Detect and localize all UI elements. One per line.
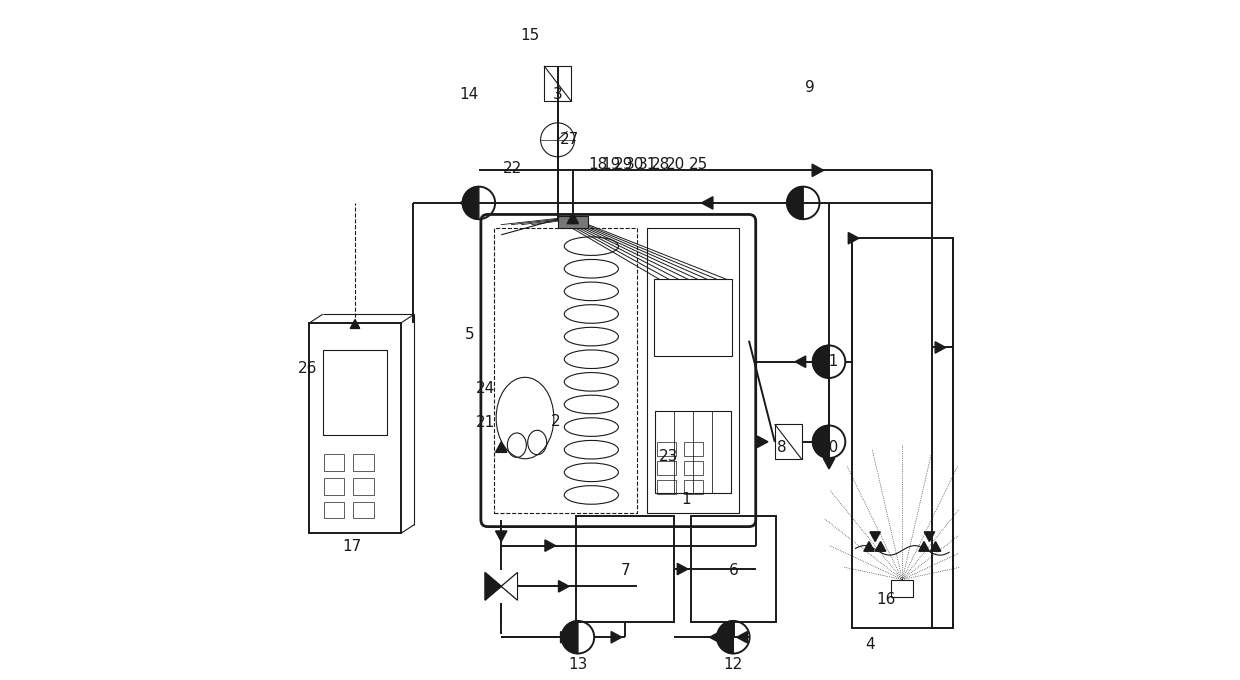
Polygon shape xyxy=(875,541,885,551)
Text: 31: 31 xyxy=(639,157,657,173)
Bar xyxy=(655,411,675,493)
Text: 6: 6 xyxy=(728,563,738,578)
Polygon shape xyxy=(864,541,874,551)
Polygon shape xyxy=(924,532,935,541)
Polygon shape xyxy=(611,632,621,643)
Text: 27: 27 xyxy=(559,133,579,148)
Bar xyxy=(653,279,732,356)
Text: 18: 18 xyxy=(589,157,608,173)
Polygon shape xyxy=(823,458,835,469)
Bar xyxy=(693,411,712,493)
Text: 21: 21 xyxy=(476,415,495,430)
Polygon shape xyxy=(485,573,501,600)
Polygon shape xyxy=(544,540,556,551)
Bar xyxy=(852,238,952,628)
Bar xyxy=(683,481,703,494)
Polygon shape xyxy=(677,563,688,575)
Bar xyxy=(892,579,913,596)
Bar xyxy=(675,411,693,493)
Bar xyxy=(683,443,703,456)
Text: 9: 9 xyxy=(805,80,815,95)
Bar xyxy=(495,228,637,513)
Bar xyxy=(657,443,676,456)
Polygon shape xyxy=(787,186,804,219)
Polygon shape xyxy=(702,197,713,209)
Polygon shape xyxy=(758,436,768,447)
Text: 23: 23 xyxy=(660,449,678,464)
Text: 19: 19 xyxy=(601,157,621,173)
Polygon shape xyxy=(812,164,823,177)
Polygon shape xyxy=(795,356,806,367)
Bar xyxy=(309,323,401,533)
Text: 16: 16 xyxy=(877,592,895,607)
Polygon shape xyxy=(501,573,517,600)
Bar xyxy=(775,424,802,460)
Text: 1: 1 xyxy=(682,492,692,507)
Text: 10: 10 xyxy=(820,440,838,455)
Polygon shape xyxy=(562,621,578,653)
Polygon shape xyxy=(930,541,941,551)
Polygon shape xyxy=(737,632,748,643)
Text: 29: 29 xyxy=(614,157,634,173)
Polygon shape xyxy=(717,621,733,653)
Text: 2: 2 xyxy=(551,414,560,429)
Text: 4: 4 xyxy=(866,636,874,651)
Polygon shape xyxy=(496,442,507,452)
Polygon shape xyxy=(812,345,830,378)
Polygon shape xyxy=(463,186,479,219)
Bar xyxy=(575,516,675,622)
Bar xyxy=(647,228,739,513)
Polygon shape xyxy=(350,320,360,328)
Text: 14: 14 xyxy=(460,87,479,102)
Text: 5: 5 xyxy=(465,327,474,342)
Text: 28: 28 xyxy=(651,157,671,173)
Text: 25: 25 xyxy=(688,157,708,173)
Text: 3: 3 xyxy=(553,87,563,102)
Polygon shape xyxy=(560,632,572,643)
Polygon shape xyxy=(848,233,859,244)
Bar xyxy=(657,462,676,475)
Polygon shape xyxy=(812,426,830,458)
Text: 12: 12 xyxy=(724,657,743,672)
Bar xyxy=(683,462,703,475)
Bar xyxy=(324,502,345,518)
Bar xyxy=(322,350,387,435)
Text: 15: 15 xyxy=(521,29,541,44)
Polygon shape xyxy=(870,532,880,541)
Bar xyxy=(691,516,776,622)
Bar xyxy=(558,216,588,228)
Bar xyxy=(657,481,676,494)
Text: 7: 7 xyxy=(620,563,630,578)
Bar xyxy=(324,478,345,495)
Polygon shape xyxy=(919,541,929,551)
Polygon shape xyxy=(496,531,507,541)
Polygon shape xyxy=(460,197,470,209)
Bar xyxy=(544,66,572,101)
Bar xyxy=(324,454,345,471)
Text: 30: 30 xyxy=(625,157,645,173)
Bar xyxy=(655,411,730,493)
Polygon shape xyxy=(709,632,720,643)
Text: 13: 13 xyxy=(568,657,588,672)
Bar xyxy=(353,454,373,471)
Polygon shape xyxy=(935,342,946,353)
Bar xyxy=(712,411,730,493)
Text: 26: 26 xyxy=(298,361,317,376)
Text: 17: 17 xyxy=(342,539,362,554)
Text: 11: 11 xyxy=(820,354,838,369)
Bar xyxy=(353,478,373,495)
Text: 8: 8 xyxy=(776,440,786,455)
Bar xyxy=(353,502,373,518)
Text: 20: 20 xyxy=(666,157,686,173)
Polygon shape xyxy=(567,213,579,224)
Polygon shape xyxy=(558,581,569,592)
Text: 24: 24 xyxy=(476,381,495,396)
Text: 22: 22 xyxy=(503,161,522,177)
